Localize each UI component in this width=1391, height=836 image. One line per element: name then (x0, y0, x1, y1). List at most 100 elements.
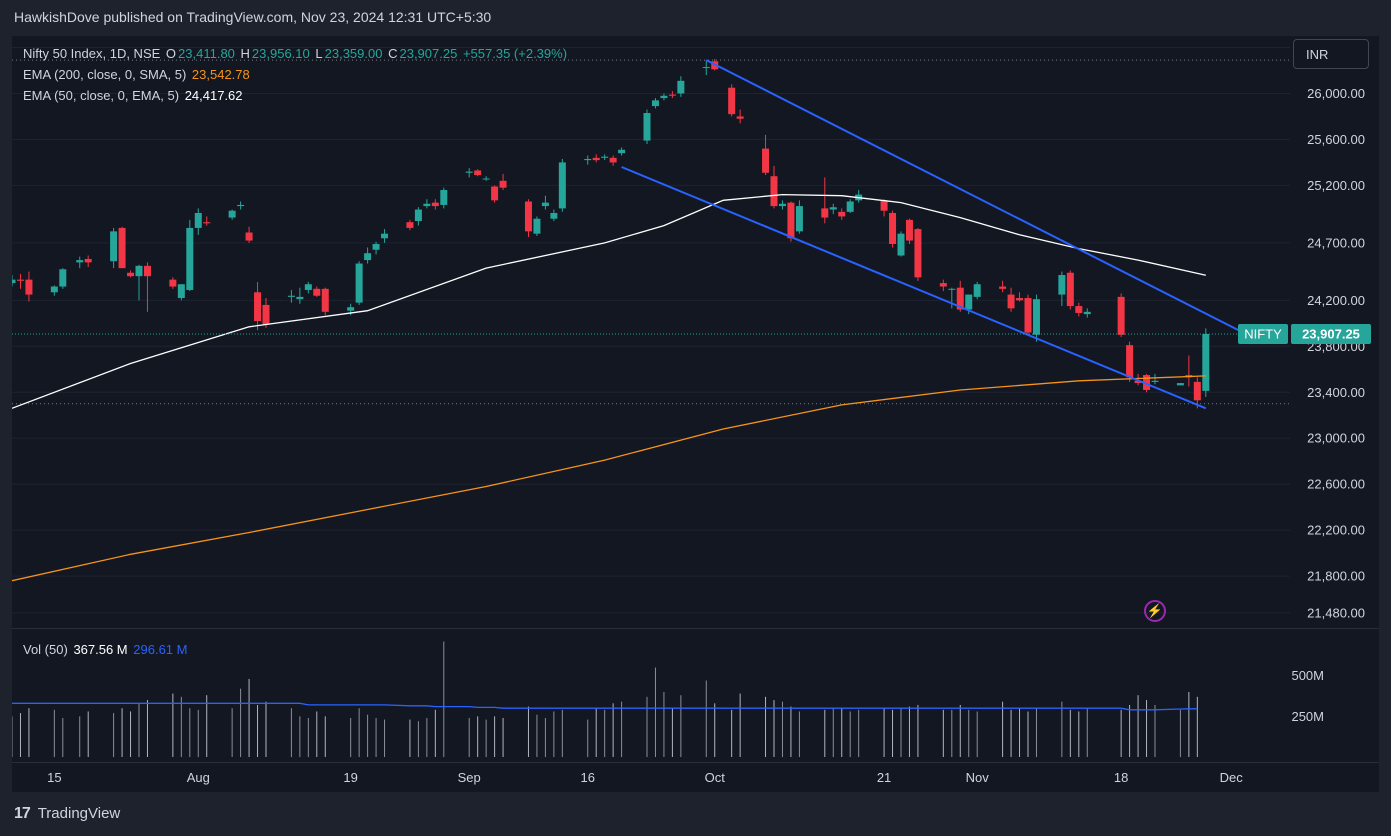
candle-body (728, 87, 736, 115)
candle-body (76, 260, 84, 263)
candle-body (524, 201, 532, 232)
time-tick-label: 15 (47, 770, 61, 785)
candle-body (795, 206, 803, 232)
candle-body (499, 180, 507, 188)
candle-body (1016, 298, 1024, 301)
candle-body (254, 292, 262, 322)
legend-high-label: H (240, 46, 250, 61)
ema200-value: 23,542.78 (191, 67, 250, 82)
candle-body (135, 265, 143, 277)
time-tick-label: Dec (1220, 770, 1244, 785)
legend-close-label: C (388, 46, 398, 61)
legend-high: 23,956.10 (251, 46, 310, 61)
candle-body (143, 265, 151, 277)
price-tick-label: 24,700.00 (1307, 235, 1365, 250)
legend-symbol[interactable]: Nifty 50 Index, 1D, NSE (23, 46, 161, 61)
candle-body (262, 304, 270, 325)
candle-body (677, 80, 685, 94)
candle-body (59, 269, 67, 287)
footer-brand[interactable]: 17 TradingView (14, 805, 120, 823)
time-tick-label: 16 (580, 770, 594, 785)
candle-body (1126, 345, 1134, 378)
legend-open: 23,411.80 (178, 46, 235, 61)
candle-body (601, 156, 609, 158)
candle-body (999, 286, 1007, 289)
candle-body (1066, 272, 1074, 307)
candle-body (880, 200, 888, 211)
vol-value: 367.56 M (73, 642, 128, 657)
price-tick-label: 21,800.00 (1307, 569, 1365, 584)
candle-body (821, 208, 829, 218)
candle-body (313, 288, 321, 296)
candle-body (1117, 296, 1125, 335)
candle-body (1193, 381, 1201, 401)
candle-body (1202, 333, 1210, 391)
candle-body (465, 171, 473, 173)
price-tag (1291, 323, 1371, 344)
candle-body (423, 203, 431, 207)
legend-open-label: O (165, 46, 177, 61)
candle-body (558, 162, 566, 209)
candle-body (550, 212, 558, 219)
candle-body (1032, 299, 1040, 335)
candle-body (651, 100, 659, 107)
candle-body (440, 189, 448, 205)
candle-body (889, 212, 897, 245)
ema200-label: EMA (200, close, 0, SMA, 5) (23, 67, 187, 82)
candle-body (1151, 380, 1159, 382)
candle-body (1024, 298, 1032, 333)
symbol-tag (1238, 323, 1288, 344)
price-tick-label: 22,600.00 (1307, 477, 1365, 492)
candle-body (770, 176, 778, 207)
legend-change: +557.35 (+2.39%) (462, 46, 568, 61)
legend-volume[interactable]: Vol (50) 367.56 M 296.61 M (23, 642, 189, 657)
time-axis[interactable]: 15 Aug 19 Sep 16 Oct 21 Nov 18 Dec (12, 763, 1379, 792)
candle-body (355, 263, 363, 303)
time-tick-label: Oct (705, 770, 726, 785)
candle-body (939, 283, 947, 287)
candle-body (50, 286, 58, 293)
time-tick-label: 21 (877, 770, 891, 785)
candle-body (169, 279, 177, 287)
candle-body (914, 229, 922, 278)
candle-body (414, 209, 422, 222)
candle-body (1143, 375, 1151, 390)
price-tick-label: 22,200.00 (1307, 523, 1365, 538)
price-tag-value: 23,907.25 (1302, 326, 1360, 341)
vol-ma-value: 296.61 M (133, 642, 188, 657)
chart-frame[interactable]: 26,400.0026,000.0025,600.0025,200.0024,7… (12, 36, 1379, 792)
candle-body (84, 258, 92, 263)
candle-body (431, 202, 439, 207)
time-tick-label: Aug (187, 770, 210, 785)
candle-body (12, 279, 16, 284)
lightning-icon[interactable]: ⚡ (1144, 600, 1166, 622)
legend-ema50[interactable]: EMA (50, close, 0, EMA, 5) 24,417.62 (23, 88, 245, 103)
candle-body (643, 112, 651, 141)
candle-body (668, 94, 676, 96)
legend-ema200[interactable]: EMA (200, close, 0, SMA, 5) 23,542.78 (23, 67, 252, 82)
candle-body (1134, 380, 1142, 384)
candle-body (304, 284, 312, 290)
price-tick-label: 23,000.00 (1307, 431, 1365, 446)
candle-body (541, 202, 549, 207)
candle-body (364, 253, 372, 261)
price-pane[interactable]: 26,400.0026,000.0025,600.0025,200.0024,7… (12, 36, 1379, 629)
candle-body (660, 95, 668, 99)
candle-body (609, 157, 617, 163)
volume-ma-line (12, 702, 1198, 711)
candle-body (296, 296, 304, 300)
price-tick-label: 24,200.00 (1307, 293, 1365, 308)
ema50-line (12, 193, 1206, 409)
symbol-tag-label: NIFTY (1244, 326, 1282, 341)
time-tick-label: Sep (458, 770, 481, 785)
volume-pane[interactable]: 500M 250M (12, 629, 1379, 763)
candle-body (287, 295, 295, 297)
currency-button[interactable]: INR (1293, 39, 1369, 69)
legend-low-label: L (315, 46, 323, 61)
candle-body (956, 287, 964, 310)
price-tick-label: 21,480.00 (1307, 605, 1365, 620)
candle-body (381, 233, 389, 239)
ema50-label: EMA (50, close, 0, EMA, 5) (23, 88, 180, 103)
candle-body (592, 157, 600, 161)
candle-body (1007, 294, 1015, 309)
